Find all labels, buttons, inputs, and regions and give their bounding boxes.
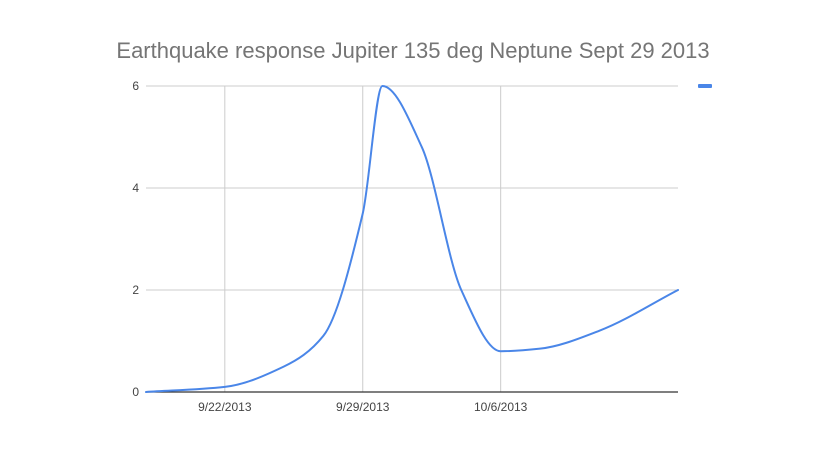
x-tick-label: 9/22/2013 — [198, 400, 252, 414]
series-line — [145, 85, 679, 393]
y-tick-label: 4 — [132, 181, 139, 195]
y-tick-label: 6 — [132, 79, 139, 93]
axis-ticks: 0 2 4 6 9/22/2013 9/29/2013 10/6/2013 — [132, 79, 527, 414]
y-tick-label: 2 — [132, 283, 139, 297]
x-tick-label: 10/6/2013 — [474, 400, 528, 414]
chart-title: Earthquake response Jupiter 135 deg Nept… — [116, 38, 710, 63]
legend — [698, 84, 712, 88]
grid — [146, 85, 678, 393]
x-tick-label: 9/29/2013 — [336, 400, 390, 414]
y-tick-label: 0 — [132, 385, 139, 399]
legend-swatch — [698, 84, 712, 88]
series-layer — [145, 85, 679, 393]
